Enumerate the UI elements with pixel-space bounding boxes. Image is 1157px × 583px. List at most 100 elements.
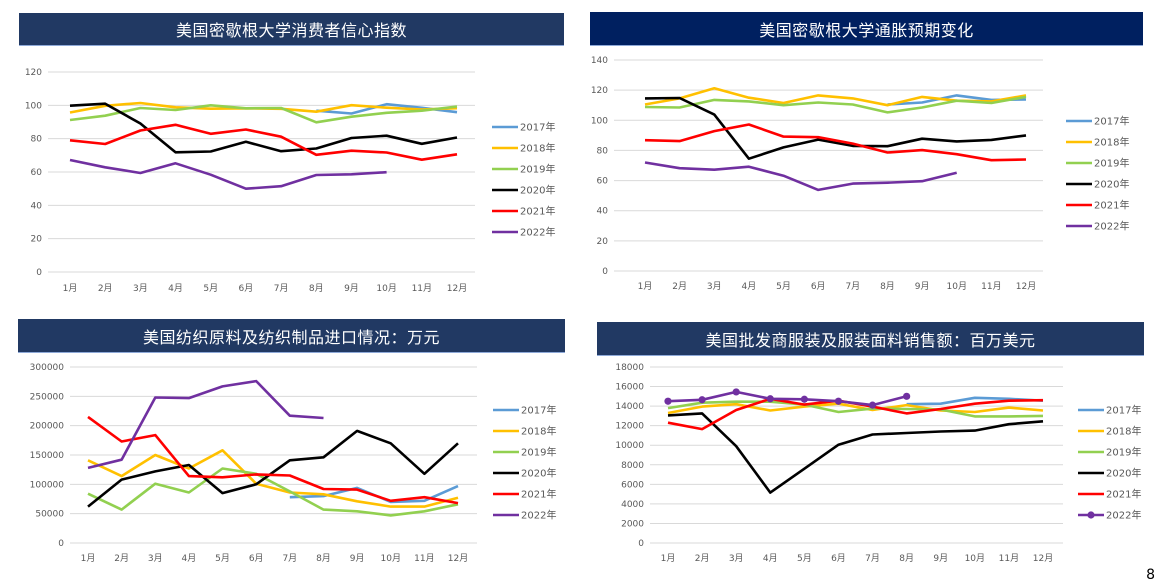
c1-x-tick-label: 9月 (344, 283, 359, 294)
c1-series-line-2022 (69, 158, 387, 190)
c3-legend-label: 2022年 (521, 509, 556, 522)
c4-legend-label: 2022年 (1106, 509, 1141, 522)
c3-x-tick-label: 11月 (414, 553, 434, 564)
c2-y-tick-label: 60 (597, 177, 609, 187)
c4-y-tick-label: 4000 (621, 500, 644, 510)
c4-data-point (664, 397, 672, 405)
c1-y-tick-label: 40 (31, 201, 43, 211)
c1-series-line-2019 (69, 104, 458, 124)
c1-x-tick-label: 1月 (63, 283, 78, 294)
c2-x-tick-label: 7月 (845, 281, 860, 292)
c2-series-line-2020 (644, 96, 1027, 160)
chart2-title: 美国密歇根大学通胀预期变化 (759, 20, 974, 40)
c3-y-tick-label: 200000 (30, 422, 65, 432)
c4-series-line-2018 (667, 402, 1044, 415)
c4-x-tick-label: 6月 (831, 553, 846, 564)
c2-legend-label: 2018年 (1094, 136, 1129, 149)
c1-x-tick-label: 5月 (203, 283, 218, 294)
c1-legend-label: 2019年 (520, 163, 555, 176)
c3-y-tick-label: 250000 (30, 392, 65, 402)
c4-y-tick-label: 10000 (615, 441, 644, 451)
c2-series-line-2022 (644, 161, 958, 192)
chart2-title-bar: 美国密歇根大学通胀预期变化 (590, 12, 1143, 46)
c3-x-tick-label: 4月 (182, 553, 197, 564)
c4-data-point (698, 396, 706, 404)
c3-series-line-2022 (87, 379, 324, 470)
c1-chart: 0 20 40 60 80 100 120 1月 2月 3月 4月 5月 6月 7月 8月 9月 10月 11月 1… (25, 68, 556, 294)
c1-legend-label: 2017年 (520, 121, 555, 134)
c3-series-line-2018 (87, 449, 459, 508)
c4-legend-label: 2018年 (1106, 425, 1141, 438)
c2-x-tick-label: 9月 (915, 281, 930, 292)
c1-legend-label: 2022年 (520, 226, 555, 239)
c4-x-tick-label: 1月 (661, 553, 676, 564)
c4-x-tick-label: 10月 (965, 553, 985, 564)
c3-series-line-2020 (87, 429, 459, 508)
c1-series-line-2020 (69, 102, 458, 154)
c1-y-tick-label: 100 (25, 101, 42, 111)
c4-legend-marker (1087, 511, 1095, 519)
c2-chart: 0 20 40 60 80 100 120 140 1月 2月 3月 4月 5月 6月 7月 8月 9月 10月 1… (591, 56, 1130, 292)
c3-y-tick-label: 300000 (30, 363, 65, 373)
c4-legend-label: 2020年 (1106, 467, 1141, 480)
c4-x-tick-label: 5月 (797, 553, 812, 564)
c3-legend-label: 2020年 (521, 467, 556, 480)
c3-x-tick-label: 7月 (282, 553, 297, 564)
c3-legend-label: 2018年 (521, 425, 556, 438)
c2-legend-label: 2020年 (1094, 178, 1129, 191)
c4-y-tick-label: 0 (638, 539, 644, 549)
c2-legend-label: 2022年 (1094, 220, 1129, 233)
c4-data-point (766, 395, 774, 403)
c1-legend-label: 2018年 (520, 142, 555, 155)
c4-x-tick-label: 11月 (999, 553, 1019, 564)
c2-y-tick-label: 40 (597, 207, 609, 217)
chart3-title: 美国纺织原料及纺织制品进口情况：万元 (142, 327, 440, 347)
chart4-title: 美国批发商服装及服装面料销售额：百万美元 (705, 330, 1036, 350)
c2-y-tick-label: 100 (591, 116, 608, 126)
c1-y-tick-label: 60 (31, 168, 43, 178)
c1-x-tick-label: 2月 (98, 283, 113, 294)
c3-legend-label: 2021年 (521, 488, 556, 501)
c3-y-tick-label: 150000 (30, 451, 65, 461)
c3-x-tick-label: 10月 (381, 553, 401, 564)
c2-legend-label: 2019年 (1094, 157, 1129, 170)
c4-y-tick-label: 6000 (621, 480, 644, 490)
c4-x-tick-label: 9月 (933, 553, 948, 564)
c4-data-point (903, 392, 911, 400)
c4-x-tick-label: 4月 (763, 553, 778, 564)
c1-y-tick-label: 80 (31, 135, 43, 145)
c4-y-tick-label: 16000 (615, 383, 644, 393)
c2-x-tick-label: 3月 (707, 281, 722, 292)
c3-chart: 0 50000 100000 150000 200000 250000 300000 1月 2月… (30, 363, 557, 564)
c3-x-tick-label: 5月 (215, 553, 230, 564)
c4-x-tick-label: 3月 (729, 553, 744, 564)
page-number: 8 (1146, 567, 1155, 583)
c3-x-tick-label: 1月 (81, 553, 96, 564)
c4-x-tick-label: 12月 (1033, 553, 1053, 564)
c4-y-tick-label: 8000 (621, 461, 644, 471)
c1-legend-label: 2021年 (520, 205, 555, 218)
c1-x-tick-label: 7月 (274, 283, 289, 294)
c3-x-tick-label: 2月 (114, 553, 129, 564)
c1-x-tick-label: 6月 (239, 283, 254, 294)
c2-x-tick-label: 6月 (811, 281, 826, 292)
c4-y-tick-label: 12000 (615, 422, 644, 432)
c3-legend-label: 2019年 (521, 446, 556, 459)
c2-x-tick-label: 8月 (880, 281, 895, 292)
c1-x-tick-label: 8月 (309, 283, 324, 294)
c2-legend-label: 2021年 (1094, 199, 1129, 212)
c2-x-tick-label: 11月 (981, 281, 1001, 292)
c1-legend-label: 2020年 (520, 184, 555, 197)
c3-x-tick-label: 6月 (249, 553, 264, 564)
c1-x-tick-label: 3月 (133, 283, 148, 294)
c3-x-tick-label: 8月 (316, 553, 331, 564)
chart4-title-bar: 美国批发商服装及服装面料销售额：百万美元 (597, 322, 1144, 356)
c4-series-line-2020 (667, 412, 1044, 494)
chart1-title-bar: 美国密歇根大学消费者信心指数 (19, 13, 564, 46)
c2-x-tick-label: 1月 (638, 281, 653, 292)
c4-y-tick-label: 18000 (615, 363, 644, 373)
c3-y-tick-label: 50000 (35, 510, 64, 520)
c2-y-tick-label: 20 (597, 237, 609, 247)
c3-x-tick-label: 9月 (350, 553, 365, 564)
c1-series-line-2021 (69, 123, 458, 161)
